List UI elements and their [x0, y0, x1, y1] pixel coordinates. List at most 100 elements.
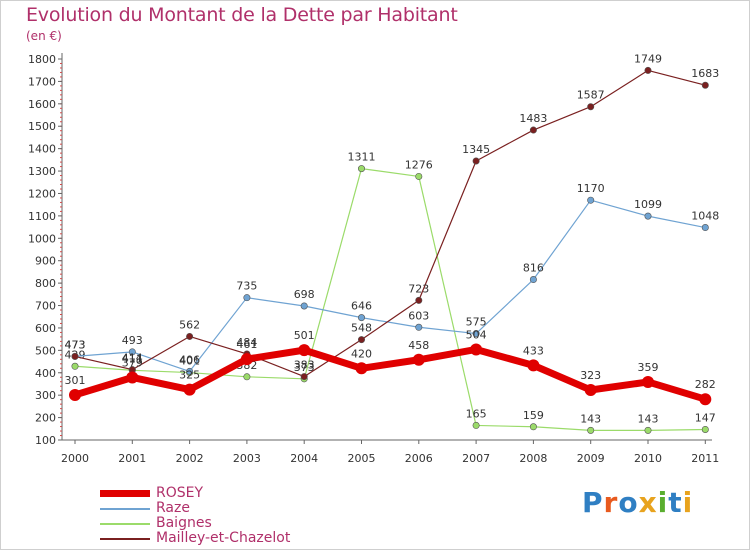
data-label-raze: 816	[523, 262, 544, 275]
data-label-rosey: 504	[466, 328, 487, 341]
data-point-mailley-et-chazelot	[472, 157, 480, 165]
data-point-mailley-et-chazelot	[357, 336, 365, 344]
data-label-mailley-et-chazelot: 1749	[634, 52, 662, 65]
data-point-mailley-et-chazelot	[644, 66, 652, 74]
y-tick-label: 1700	[28, 75, 56, 88]
data-point-baignes	[644, 426, 652, 434]
data-label-raze: 646	[351, 300, 372, 313]
data-label-raze: 493	[122, 334, 143, 347]
legend-swatch	[100, 507, 150, 510]
data-label-rosey: 379	[122, 356, 143, 369]
data-label-raze: 1048	[691, 210, 719, 223]
proxiti-logo: Proxiti	[582, 486, 693, 519]
data-label-mailley-et-chazelot: 484	[236, 336, 257, 349]
x-tick-label: 2010	[634, 452, 662, 465]
data-point-baignes	[415, 172, 423, 180]
data-label-rosey: 359	[638, 361, 659, 374]
chart-unit: (en €)	[26, 29, 62, 43]
data-point-rosey	[470, 343, 483, 356]
data-point-baignes	[357, 165, 365, 173]
data-point-mailley-et-chazelot	[71, 352, 79, 360]
data-label-baignes: 1311	[348, 151, 376, 164]
data-label-mailley-et-chazelot: 414	[122, 352, 143, 365]
logo-letter: r	[603, 486, 619, 519]
x-tick-label: 2009	[577, 452, 605, 465]
data-point-rosey	[584, 384, 597, 397]
y-tick-label: 400	[35, 367, 56, 380]
data-point-raze	[357, 314, 365, 322]
y-tick-label: 1300	[28, 165, 56, 178]
data-label-baignes: 411	[122, 352, 143, 365]
data-label-rosey: 282	[695, 378, 716, 391]
data-label-baignes: 147	[695, 411, 716, 424]
logo-letter: P	[582, 486, 604, 519]
logo-letter: t	[668, 486, 683, 519]
data-label-mailley-et-chazelot: 1683	[691, 67, 719, 80]
logo-letter: i	[682, 486, 694, 519]
legend-label: ROSEY	[156, 485, 204, 501]
x-tick-label: 2003	[233, 452, 261, 465]
data-point-baignes	[701, 425, 709, 433]
x-tick-label: 2002	[176, 452, 204, 465]
y-tick-label: 1800	[28, 53, 56, 66]
x-tick-label: 2005	[348, 452, 376, 465]
legend-swatch	[100, 537, 150, 540]
data-label-mailley-et-chazelot: 473	[65, 338, 86, 351]
data-point-raze	[243, 294, 251, 302]
data-label-raze: 1099	[634, 198, 662, 211]
series-line-raze	[74, 199, 706, 373]
logo-letter: o	[618, 486, 639, 519]
data-point-rosey	[240, 353, 253, 366]
data-label-rosey: 458	[408, 339, 429, 352]
data-point-mailley-et-chazelot	[186, 332, 194, 340]
legend-swatch	[100, 490, 150, 497]
data-point-rosey	[183, 383, 196, 396]
data-label-mailley-et-chazelot: 1587	[577, 89, 605, 102]
data-label-mailley-et-chazelot: 1483	[519, 112, 547, 125]
legend-label: Raze	[156, 500, 190, 516]
data-point-raze	[128, 348, 136, 356]
y-tick-label: 500	[35, 344, 56, 357]
x-tick-label: 2007	[462, 452, 490, 465]
data-point-raze	[300, 302, 308, 310]
data-label-baignes: 143	[580, 412, 601, 425]
data-point-rosey	[69, 388, 81, 401]
data-point-mailley-et-chazelot	[701, 81, 709, 89]
data-label-raze: 698	[294, 288, 315, 301]
y-tick-label: 1600	[28, 98, 56, 111]
legend-swatch	[100, 522, 150, 525]
data-label-mailley-et-chazelot: 383	[294, 359, 315, 372]
data-point-mailley-et-chazelot	[529, 126, 537, 134]
data-point-mailley-et-chazelot	[415, 296, 423, 304]
x-tick-label: 2011	[691, 452, 719, 465]
data-label-baignes: 165	[466, 407, 487, 420]
data-label-rosey: 461	[236, 338, 257, 351]
data-label-mailley-et-chazelot: 1345	[462, 143, 490, 156]
y-tick-label: 1000	[28, 232, 56, 245]
legend-label: Baignes	[156, 515, 212, 531]
y-tick-label: 200	[35, 412, 56, 425]
x-tick-label: 2001	[118, 452, 146, 465]
data-point-baignes	[243, 373, 251, 381]
data-point-raze	[529, 276, 537, 284]
chart-title: Evolution du Montant de la Dette par Hab…	[26, 4, 458, 26]
data-label-mailley-et-chazelot: 723	[408, 282, 429, 295]
data-label-baignes: 159	[523, 409, 544, 422]
x-tick-label: 2008	[519, 452, 547, 465]
data-label-rosey: 323	[580, 369, 601, 382]
data-point-rosey	[699, 393, 712, 406]
data-point-raze	[472, 330, 480, 338]
x-tick-label: 2004	[290, 452, 318, 465]
data-point-raze	[644, 212, 652, 220]
series-line-rosey	[73, 345, 707, 403]
series-line-mailley-et-chazelot	[74, 69, 706, 378]
y-tick-label: 1200	[28, 187, 56, 200]
data-label-raze: 473	[65, 338, 86, 351]
data-label-rosey: 325	[179, 369, 200, 382]
y-tick-label: 1500	[28, 120, 56, 133]
data-point-raze	[701, 224, 709, 232]
legend-label: Mailley-et-Chazelot	[156, 530, 291, 546]
logo-letter: x	[638, 486, 658, 519]
